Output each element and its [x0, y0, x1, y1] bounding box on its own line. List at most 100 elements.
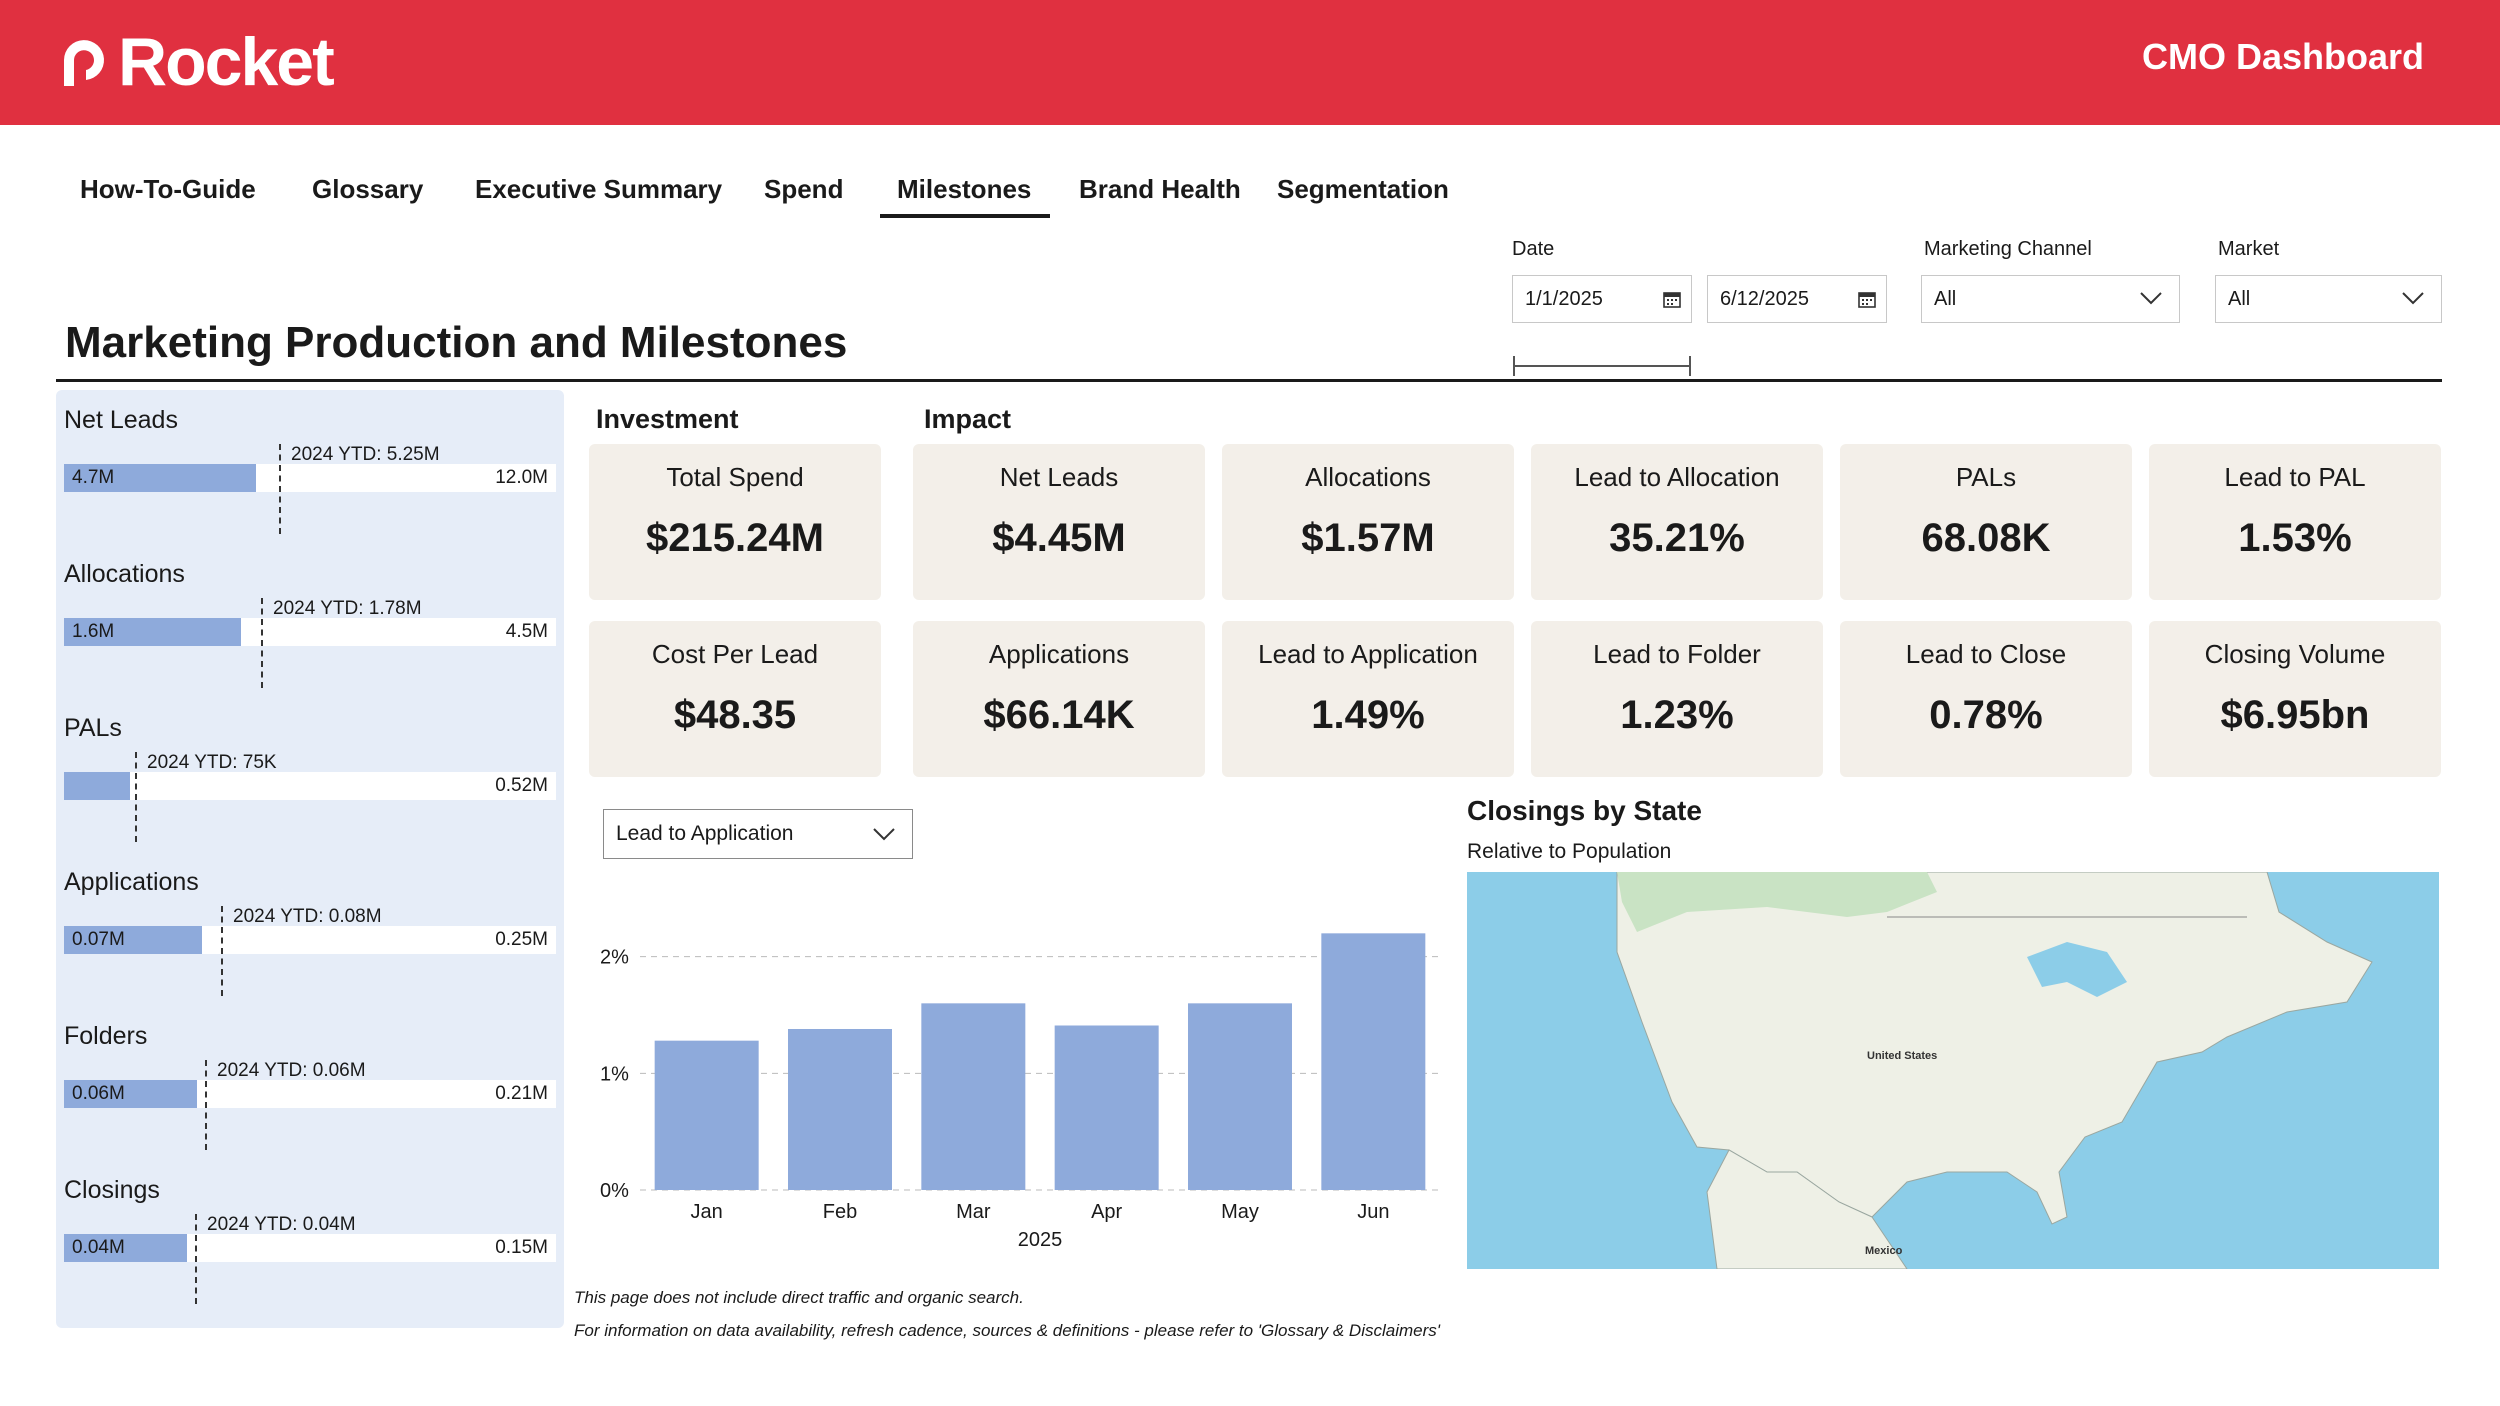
- tab-spend[interactable]: Spend: [764, 174, 844, 204]
- rocket-logo[interactable]: Rocket: [56, 22, 335, 102]
- kpi-card-lead-to-folder[interactable]: Lead to Folder 1.23%: [1531, 621, 1823, 777]
- dashboard-title: CMO Dashboard: [2141, 36, 2424, 77]
- page-title: Marketing Production and Milestones: [65, 318, 848, 367]
- date-range-slider[interactable]: [1513, 355, 1691, 377]
- kpi-value: $1.57M: [1301, 516, 1435, 560]
- kpi-card-total-spend[interactable]: Total Spend $215.24M: [589, 444, 881, 600]
- kpi-value: $215.24M: [646, 516, 824, 560]
- kpi-label: Lead to Close: [1905, 639, 2067, 669]
- ytd-marker: [221, 906, 223, 996]
- milestone-progress-bar: 0.07M: [64, 926, 202, 954]
- tab-brand-health[interactable]: Brand Health: [1079, 174, 1241, 204]
- x-tick-label: Jan: [691, 1201, 723, 1223]
- milestone-pals: PALs 0.52M 2024 YTD: 75K: [56, 714, 564, 864]
- milestone-progress-bar: 0.04M: [64, 1234, 187, 1262]
- channel-filter-label: Marketing Channel: [1924, 238, 2092, 260]
- kpi-label: Closing Volume: [2204, 639, 2386, 669]
- ytd-marker: [205, 1060, 207, 1150]
- ytd-marker: [261, 598, 263, 688]
- calendar-icon[interactable]: [1858, 290, 1876, 308]
- y-tick-label: 2%: [600, 947, 629, 969]
- kpi-label: Cost Per Lead: [651, 639, 819, 669]
- milestone-label: Applications: [64, 868, 199, 896]
- channel-select[interactable]: All: [1921, 275, 2180, 323]
- milestone-label: Allocations: [64, 560, 185, 588]
- milestone-target: 4.5M: [505, 621, 548, 642]
- tab-glossary[interactable]: Glossary: [312, 174, 424, 204]
- kpi-card-lead-to-application[interactable]: Lead to Application 1.49%: [1222, 621, 1514, 777]
- ytd-label: 2024 YTD: 0.04M: [207, 1214, 356, 1235]
- kpi-card-applications[interactable]: Applications $66.14K: [913, 621, 1205, 777]
- metric-select[interactable]: Lead to Application: [603, 809, 913, 859]
- market-select[interactable]: All: [2215, 275, 2442, 323]
- milestone-track: 0.52M: [64, 772, 556, 800]
- kpi-label: Allocations: [1305, 462, 1431, 492]
- date-filter-label: Date: [1512, 238, 1555, 260]
- tab-segmentation[interactable]: Segmentation: [1277, 174, 1449, 204]
- map-title: Closings by State: [1467, 795, 1702, 826]
- milestone-progress-bar: 1.6M: [64, 618, 241, 646]
- milestone-track: 0.04M 0.15M: [64, 1234, 556, 1262]
- tab-milestones[interactable]: Milestones: [897, 174, 1032, 204]
- x-tick-label: Apr: [1091, 1201, 1122, 1223]
- channel-value: All: [1934, 287, 1957, 310]
- date-end-input[interactable]: 6/12/2025: [1707, 275, 1887, 323]
- milestone-target: 0.52M: [495, 775, 548, 796]
- calendar-icon[interactable]: [1663, 290, 1681, 308]
- ytd-marker: [195, 1214, 197, 1304]
- kpi-card-lead-to-pal[interactable]: Lead to PAL 1.53%: [2149, 444, 2441, 600]
- milestone-target: 0.21M: [495, 1083, 548, 1104]
- kpi-card-closing-volume[interactable]: Closing Volume $6.95bn: [2149, 621, 2441, 777]
- x-tick-label: May: [1221, 1201, 1259, 1223]
- active-tab-indicator: [880, 214, 1050, 218]
- ytd-marker: [135, 752, 137, 842]
- kpi-value: 35.21%: [1609, 516, 1745, 560]
- kpi-card-lead-to-allocation[interactable]: Lead to Allocation 35.21%: [1531, 444, 1823, 600]
- map-label-mexico: Mexico: [1865, 1245, 1903, 1257]
- map-label-us: United States: [1867, 1050, 1937, 1062]
- north-america-map: United States Mexico: [1616, 872, 2373, 1269]
- investment-heading: Investment: [596, 404, 739, 434]
- date-start-input[interactable]: 1/1/2025: [1512, 275, 1692, 323]
- bar-feb: [788, 1029, 892, 1190]
- kpi-label: Applications: [988, 639, 1130, 669]
- lead-to-application-chart: 0% 1% 2% Jan Feb Mar Apr May Jun 2025: [600, 933, 1440, 1251]
- date-start-value: 1/1/2025: [1525, 287, 1603, 310]
- closings-map[interactable]: United States Mexico: [1467, 872, 2439, 1269]
- milestones-panel: Net Leads 4.7M 12.0M 2024 YTD: 5.25M All…: [56, 390, 564, 1328]
- kpi-card-lead-to-close[interactable]: Lead to Close 0.78%: [1840, 621, 2132, 777]
- kpi-card-allocations[interactable]: Allocations $1.57M: [1222, 444, 1514, 600]
- milestone-progress-bar: [64, 772, 130, 800]
- market-value: All: [2228, 287, 2251, 310]
- kpi-card-cost-per-lead[interactable]: Cost Per Lead $48.35: [589, 621, 881, 777]
- brand-name: Rocket: [118, 24, 335, 100]
- milestone-label: Net Leads: [64, 406, 178, 434]
- milestone-label: PALs: [64, 714, 122, 742]
- date-end-value: 6/12/2025: [1720, 287, 1809, 310]
- milestone-allocations: Allocations 1.6M 4.5M 2024 YTD: 1.78M: [56, 560, 564, 710]
- x-tick-label: Jun: [1357, 1201, 1389, 1223]
- metric-select-value: Lead to Application: [616, 822, 794, 845]
- tab-executive-summary[interactable]: Executive Summary: [475, 174, 723, 204]
- x-axis-label: 2025: [1018, 1229, 1063, 1251]
- kpi-value: $6.95bn: [2220, 693, 2370, 737]
- header-bar: Rocket CMO Dashboard: [0, 0, 2500, 125]
- chevron-down-icon: [2140, 292, 2162, 305]
- ytd-label: 2024 YTD: 75K: [147, 752, 277, 773]
- milestone-target: 0.15M: [495, 1237, 548, 1258]
- kpi-value: $48.35: [673, 693, 797, 737]
- map-subtitle: Relative to Population: [1467, 840, 1672, 863]
- kpi-value: 1.53%: [2238, 516, 2352, 560]
- y-tick-label: 1%: [600, 1063, 629, 1085]
- ytd-label: 2024 YTD: 0.08M: [233, 906, 382, 927]
- milestone-folders: Folders 0.06M 0.21M 2024 YTD: 0.06M: [56, 1022, 564, 1172]
- milestone-label: Folders: [64, 1022, 148, 1050]
- x-tick-label: Mar: [956, 1201, 991, 1223]
- kpi-card-net-leads[interactable]: Net Leads $4.45M: [913, 444, 1205, 600]
- kpi-card-pals[interactable]: PALs 68.08K: [1840, 444, 2132, 600]
- kpi-value: $4.45M: [992, 516, 1126, 560]
- kpi-value: 1.23%: [1620, 693, 1734, 737]
- tab-how-to-guide[interactable]: How-To-Guide: [80, 174, 256, 204]
- footnote-2: For information on data availability, re…: [574, 1321, 1440, 1340]
- bar-mar: [921, 1003, 1026, 1190]
